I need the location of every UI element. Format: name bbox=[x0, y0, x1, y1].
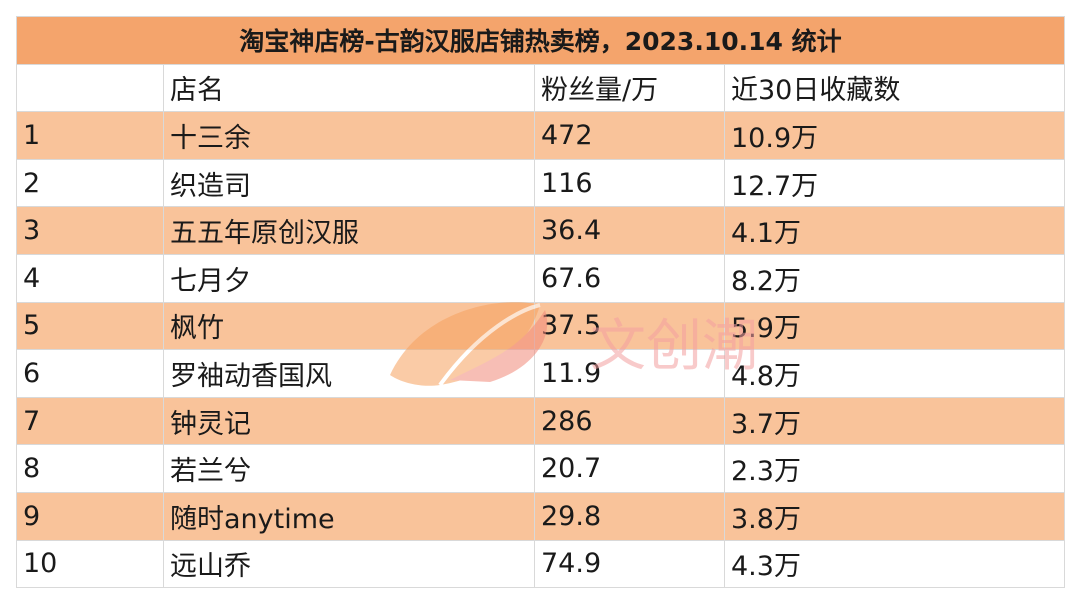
cell-fans: 20.7 bbox=[534, 444, 725, 493]
table-row: 2 织造司 116 12.7万 bbox=[16, 158, 1065, 208]
cell-fans: 29.8 bbox=[534, 491, 725, 541]
title-row: 淘宝神店榜-古韵汉服店铺热卖榜，2023.10.14 统计 bbox=[16, 16, 1065, 65]
table-row: 5 枫竹 37.5 5.9万 bbox=[16, 301, 1065, 351]
header-rank bbox=[16, 63, 164, 113]
cell-store-name: 若兰兮 bbox=[163, 444, 535, 493]
cell-fans: 36.4 bbox=[534, 206, 725, 255]
cell-store-name: 五五年原创汉服 bbox=[163, 206, 535, 255]
header-store-name: 店名 bbox=[163, 63, 535, 113]
table-row: 3 五五年原创汉服 36.4 4.1万 bbox=[16, 206, 1065, 255]
cell-store-name: 远山乔 bbox=[163, 539, 535, 589]
cell-store-name: 枫竹 bbox=[163, 301, 535, 351]
header-fans: 粉丝量/万 bbox=[534, 63, 725, 113]
cell-store-name: 七月夕 bbox=[163, 253, 535, 303]
cell-favorites: 4.8万 bbox=[724, 349, 1065, 398]
cell-rank: 3 bbox=[16, 206, 164, 255]
cell-favorites: 8.2万 bbox=[724, 253, 1065, 303]
table-title: 淘宝神店榜-古韵汉服店铺热卖榜，2023.10.14 统计 bbox=[16, 16, 1065, 65]
cell-store-name: 随时anytime bbox=[163, 491, 535, 541]
header-favorites: 近30日收藏数 bbox=[724, 63, 1065, 113]
cell-rank: 10 bbox=[16, 539, 164, 589]
header-row: 店名 粉丝量/万 近30日收藏数 bbox=[16, 63, 1065, 113]
cell-fans: 74.9 bbox=[534, 539, 725, 589]
cell-favorites: 4.3万 bbox=[724, 539, 1065, 589]
table-row: 9 随时anytime 29.8 3.8万 bbox=[16, 491, 1065, 541]
cell-fans: 286 bbox=[534, 396, 725, 446]
cell-fans: 472 bbox=[534, 111, 725, 160]
cell-rank: 5 bbox=[16, 301, 164, 351]
cell-store-name: 织造司 bbox=[163, 158, 535, 208]
ranking-table: 淘宝神店榜-古韵汉服店铺热卖榜，2023.10.14 统计 店名 粉丝量/万 近… bbox=[16, 16, 1065, 589]
cell-fans: 116 bbox=[534, 158, 725, 208]
cell-rank: 2 bbox=[16, 158, 164, 208]
cell-favorites: 10.9万 bbox=[724, 111, 1065, 160]
cell-rank: 4 bbox=[16, 253, 164, 303]
cell-rank: 9 bbox=[16, 491, 164, 541]
cell-rank: 6 bbox=[16, 349, 164, 398]
cell-favorites: 5.9万 bbox=[724, 301, 1065, 351]
table-row: 8 若兰兮 20.7 2.3万 bbox=[16, 444, 1065, 493]
cell-store-name: 十三余 bbox=[163, 111, 535, 160]
cell-favorites: 3.8万 bbox=[724, 491, 1065, 541]
table-row: 1 十三余 472 10.9万 bbox=[16, 111, 1065, 160]
table-row: 6 罗袖动香国风 11.9 4.8万 bbox=[16, 349, 1065, 398]
cell-favorites: 3.7万 bbox=[724, 396, 1065, 446]
table-row: 4 七月夕 67.6 8.2万 bbox=[16, 253, 1065, 303]
table-row: 10 远山乔 74.9 4.3万 bbox=[16, 539, 1065, 589]
cell-rank: 1 bbox=[16, 111, 164, 160]
cell-fans: 67.6 bbox=[534, 253, 725, 303]
cell-favorites: 4.1万 bbox=[724, 206, 1065, 255]
cell-store-name: 罗袖动香国风 bbox=[163, 349, 535, 398]
cell-store-name: 钟灵记 bbox=[163, 396, 535, 446]
cell-fans: 37.5 bbox=[534, 301, 725, 351]
cell-favorites: 2.3万 bbox=[724, 444, 1065, 493]
cell-rank: 8 bbox=[16, 444, 164, 493]
cell-favorites: 12.7万 bbox=[724, 158, 1065, 208]
table-row: 7 钟灵记 286 3.7万 bbox=[16, 396, 1065, 446]
cell-fans: 11.9 bbox=[534, 349, 725, 398]
cell-rank: 7 bbox=[16, 396, 164, 446]
